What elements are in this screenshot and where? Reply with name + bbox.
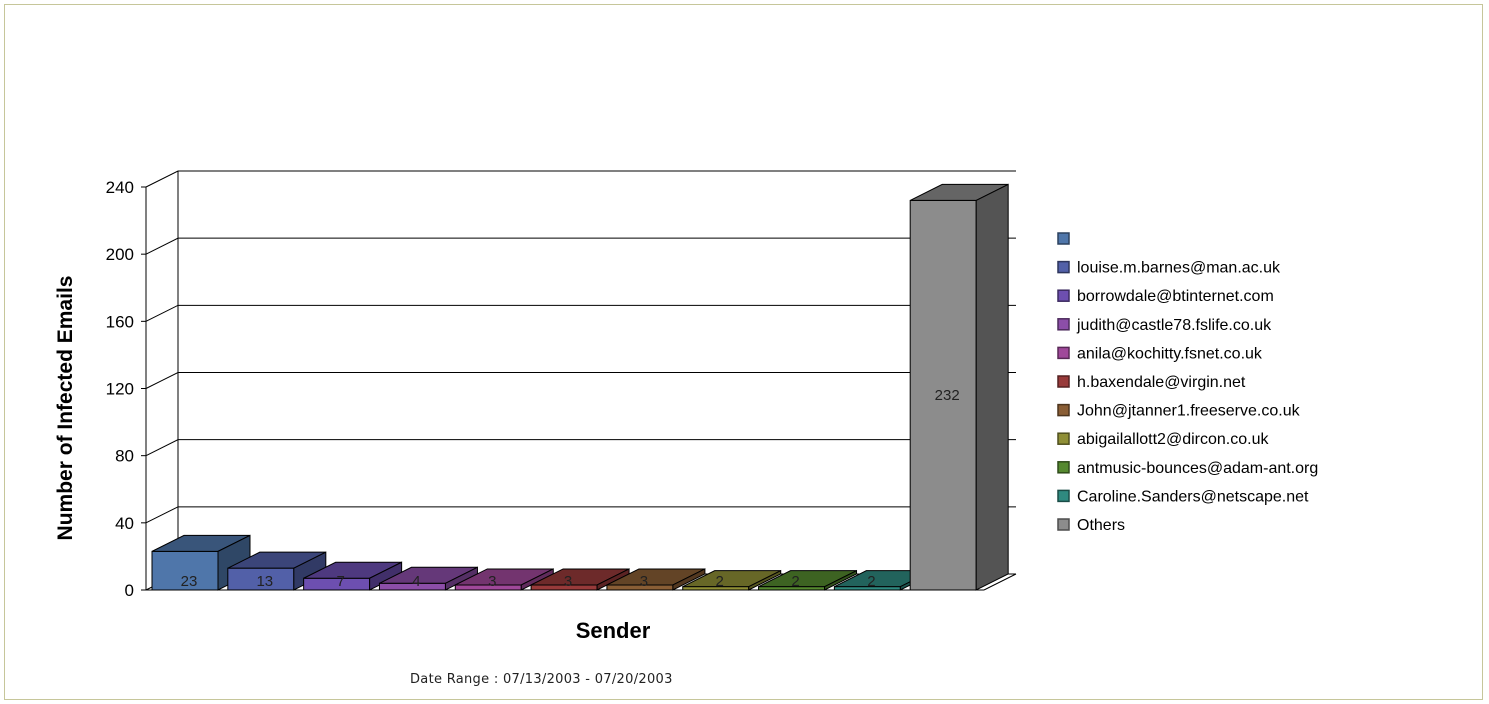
- y-tick-label: 120: [106, 380, 134, 399]
- bar-data-label: 2: [791, 573, 799, 590]
- legend-swatch: [1057, 403, 1070, 417]
- legend-label: antmusic-bounces@adam-ant.org: [1077, 460, 1318, 477]
- y-tick-label: 80: [115, 447, 134, 466]
- bar-data-label: 3: [564, 573, 572, 590]
- bar: 2: [682, 569, 782, 591]
- bar: 3: [530, 568, 630, 591]
- y-tick-label: 200: [106, 245, 134, 264]
- y-tick-label: 0: [125, 581, 134, 600]
- legend-item: abigailallott2@dircon.co.uk: [1057, 431, 1269, 448]
- legend-item: Others: [1057, 517, 1125, 534]
- legend-label: anila@kochitty.fsnet.co.uk: [1077, 345, 1263, 362]
- legend-label: louise.m.barnes@man.ac.uk: [1077, 260, 1281, 277]
- legend-item: John@jtanner1.freeserve.co.uk: [1057, 403, 1301, 420]
- bar-data-label: 7: [336, 573, 344, 590]
- gridline: [145, 439, 1016, 457]
- chart-bars: 23 13 7 4 3 3 3 2 2 2 232: [151, 183, 1009, 591]
- legend-label: Others: [1077, 517, 1125, 534]
- chart-grid: [145, 170, 1017, 591]
- legend-item: antmusic-bounces@adam-ant.org: [1057, 460, 1318, 477]
- y-axis-label: Number of Infected Emails: [54, 276, 77, 541]
- y-axis-ticks: 0 40 80 120 160 200 240: [106, 178, 146, 600]
- legend-item: louise.m.barnes@man.ac.uk: [1057, 260, 1281, 277]
- bar: 3: [606, 568, 706, 591]
- bar-side: [672, 568, 706, 591]
- bar-side: [748, 569, 782, 591]
- legend-swatch: [1057, 232, 1070, 245]
- legend-label: h.baxendale@virgin.net: [1077, 374, 1246, 391]
- legend-swatch: [1057, 432, 1070, 445]
- bar: 7: [303, 561, 403, 591]
- legend-item: Caroline.Sanders@netscape.net: [1057, 488, 1309, 505]
- legend-item: borrowdale@btinternet.com: [1057, 288, 1274, 305]
- legend-swatch: [1057, 375, 1070, 388]
- legend-label: John@jtanner1.freeserve.co.uk: [1077, 403, 1301, 420]
- legend-item: h.baxendale@virgin.net: [1057, 374, 1246, 391]
- legend-item: [1057, 232, 1070, 245]
- bar-side: [975, 183, 1009, 591]
- gridline: [145, 237, 1016, 255]
- legend-swatch: [1057, 260, 1070, 274]
- legend-swatch: [1057, 518, 1070, 531]
- legend-swatch: [1057, 346, 1070, 360]
- bar-data-label: 232: [935, 387, 960, 404]
- bar: 23: [151, 534, 251, 591]
- floor-right-edge: [983, 573, 1017, 591]
- bar-data-label: 3: [488, 573, 496, 590]
- bar: 4: [378, 566, 478, 591]
- bar: 3: [454, 568, 554, 591]
- legend-label: abigailallott2@dircon.co.uk: [1077, 431, 1269, 448]
- legend-label: Caroline.Sanders@netscape.net: [1077, 488, 1309, 505]
- y-tick-label: 240: [106, 178, 134, 197]
- legend-swatch: [1057, 489, 1070, 503]
- bar: 232: [909, 183, 1009, 591]
- legend-label: borrowdale@btinternet.com: [1077, 288, 1274, 305]
- legend-item: judith@castle78.fslife.co.uk: [1057, 317, 1272, 334]
- bar-data-label: 4: [412, 573, 420, 590]
- legend: louise.m.barnes@man.ac.uk borrowdale@btin…: [1057, 232, 1318, 534]
- bar-data-label: 13: [256, 573, 273, 590]
- legend-swatch: [1057, 461, 1070, 474]
- legend-item: anila@kochitty.fsnet.co.uk: [1057, 345, 1263, 362]
- legend-label: judith@castle78.fslife.co.uk: [1076, 317, 1272, 334]
- y-tick-label: 160: [106, 312, 134, 331]
- gridline: [145, 506, 1016, 524]
- gridline: [145, 170, 1016, 188]
- date-range-text: Date Range : 07/13/2003 - 07/20/2003: [410, 672, 673, 687]
- bar-data-label: 3: [640, 573, 648, 590]
- bar-front: [909, 199, 977, 591]
- legend-swatch: [1057, 289, 1070, 302]
- bar-side: [824, 569, 858, 591]
- bar-data-label: 2: [867, 573, 875, 590]
- gridline: [145, 372, 1016, 389]
- x-axis-label: Sender: [576, 618, 651, 643]
- gridline: [145, 304, 1016, 322]
- bar-data-label: 23: [181, 573, 198, 590]
- bar-data-label: 2: [716, 573, 724, 590]
- y-tick-label: 40: [115, 514, 134, 533]
- bar: 2: [758, 569, 858, 591]
- legend-swatch: [1057, 318, 1070, 331]
